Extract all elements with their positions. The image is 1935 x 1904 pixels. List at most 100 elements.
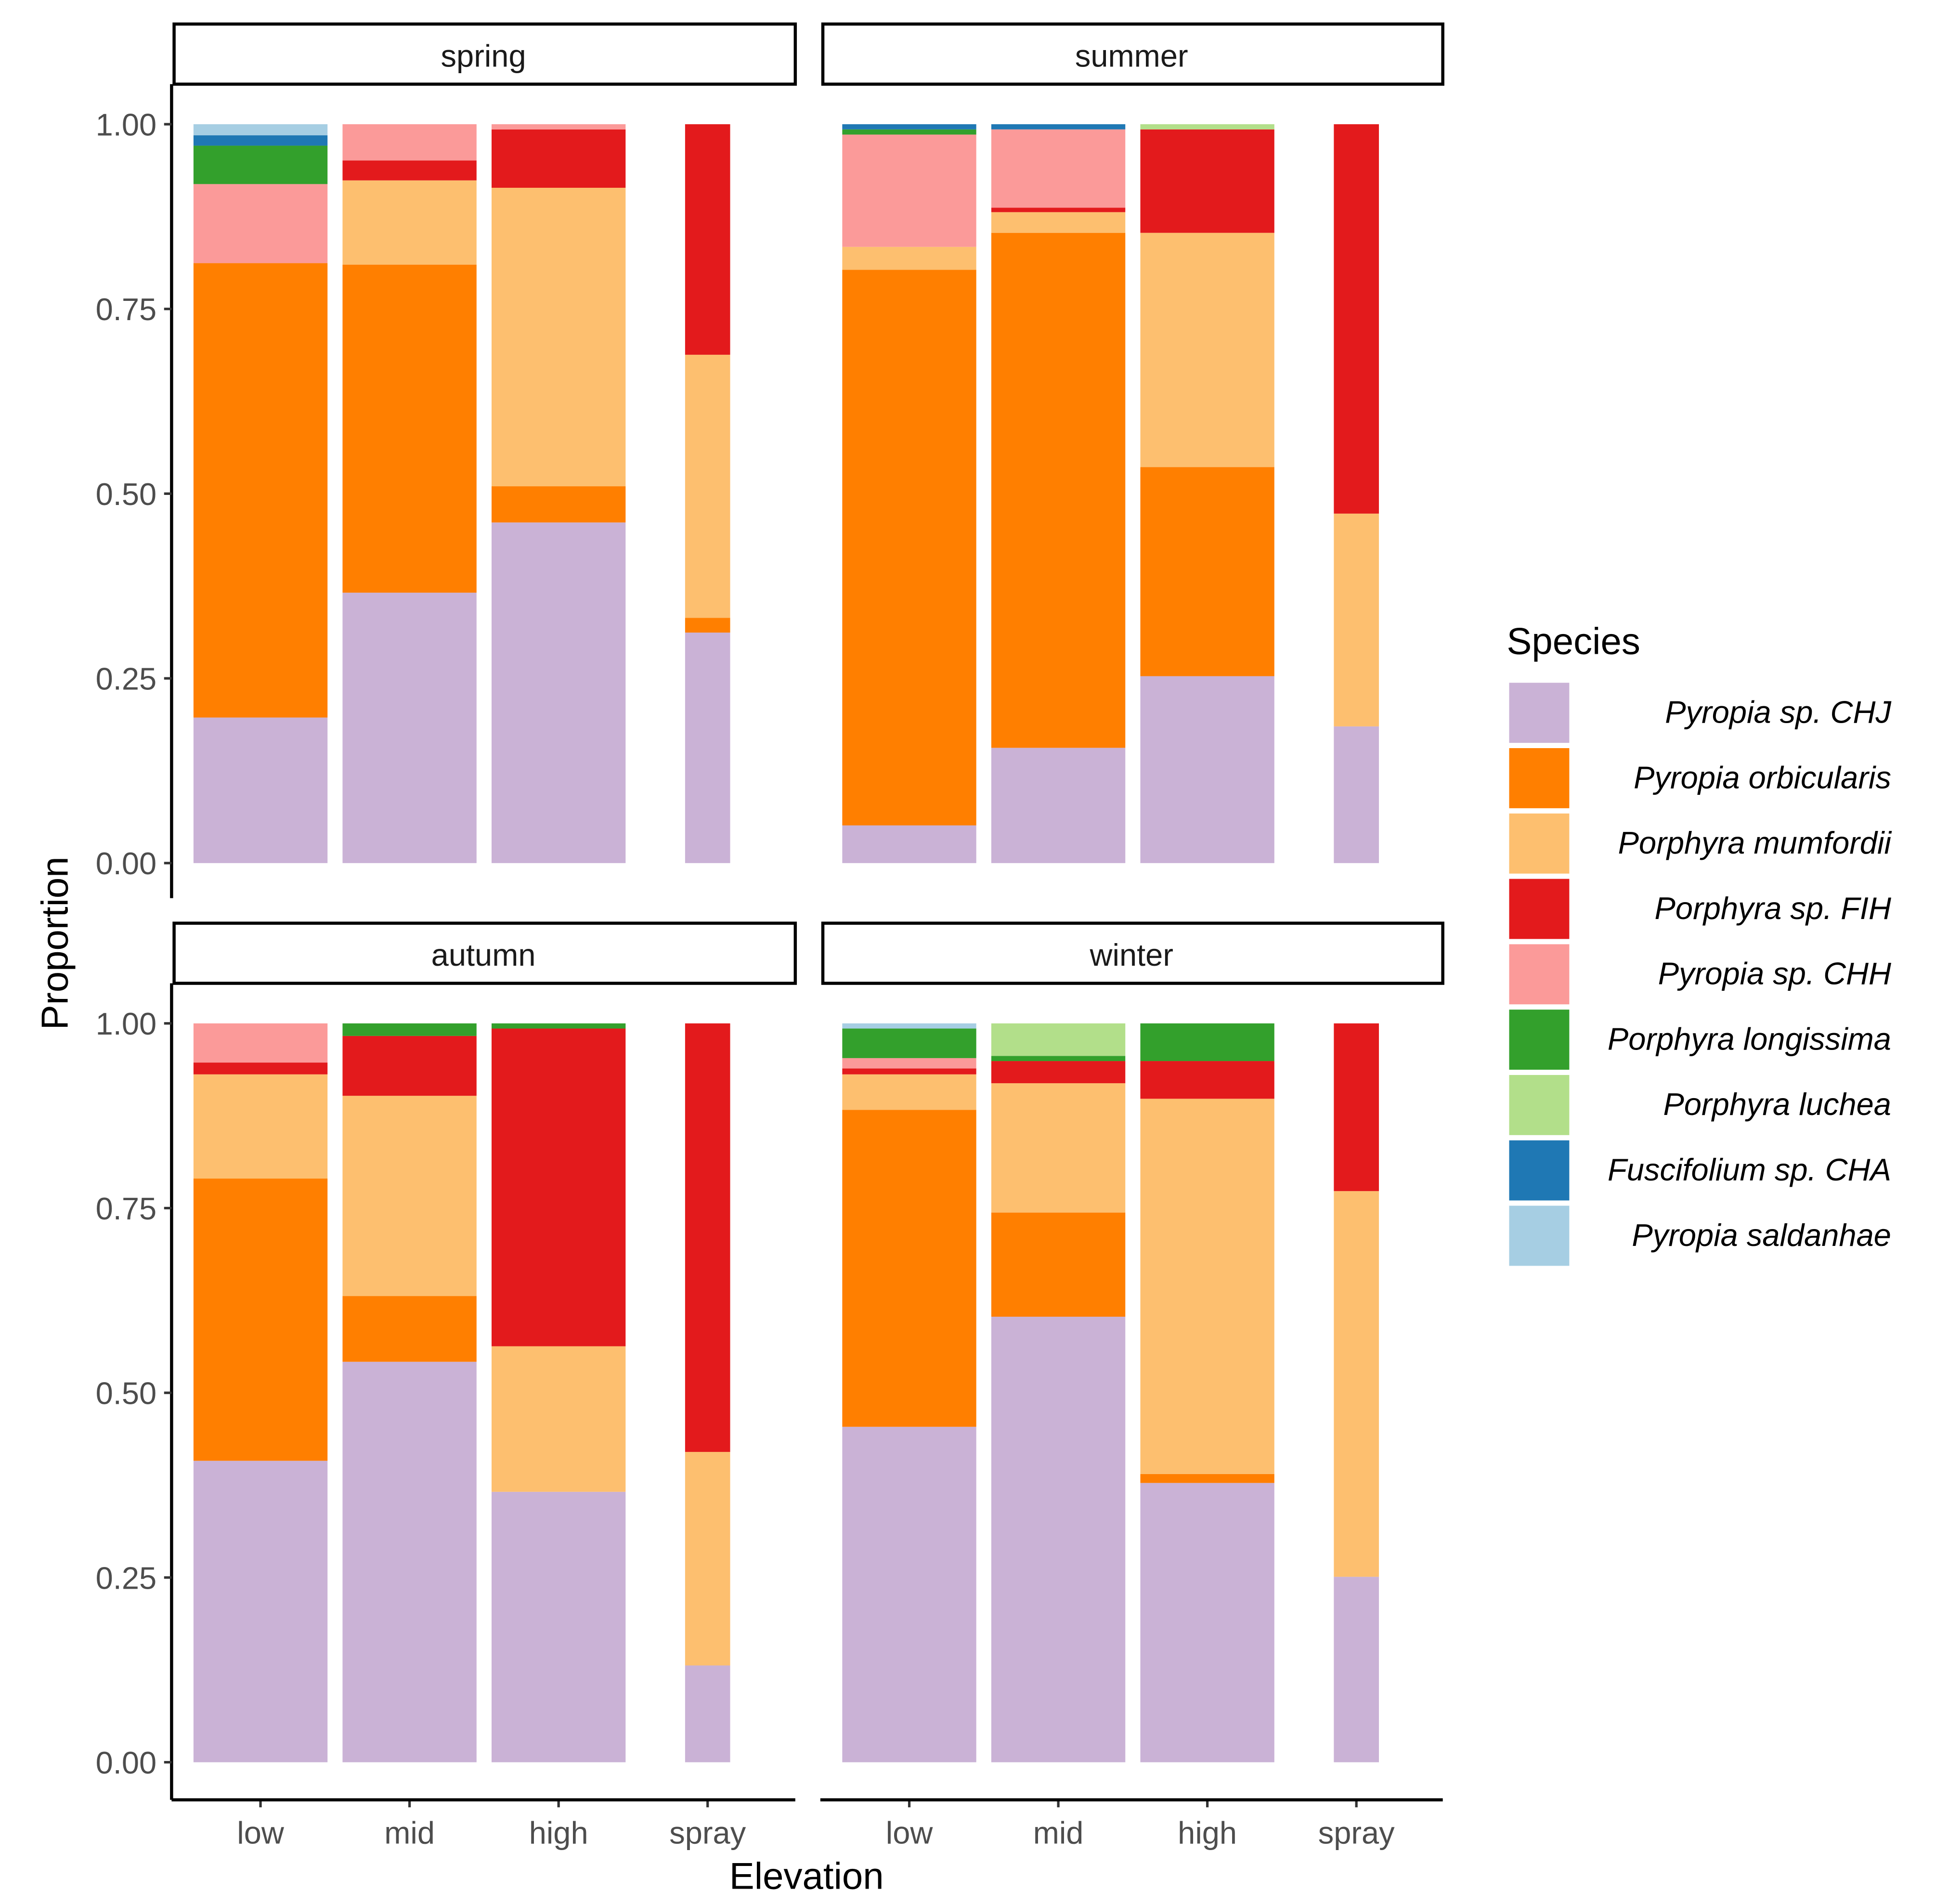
bar-segment-winter-low-1 [842,1110,976,1427]
bar-segment-autumn-low-2 [193,1074,328,1179]
bar-segment-autumn-mid-2 [342,1096,477,1296]
bar-segment-spring-low-1 [193,263,328,718]
facet-winter: winter low mid high spray [820,921,1444,1851]
bar-segment-summer-mid-4 [991,129,1126,208]
legend-item: Pyropia sp. CHH [1509,944,1892,1005]
x-tick-label: spray [1318,1815,1395,1851]
bar-segment-winter-spray-2 [1334,1191,1379,1577]
bar-segment-spring-mid-0 [342,593,477,863]
y-axis-title: Proportion [33,856,76,1030]
bar-segment-autumn-mid-0 [342,1361,477,1762]
legend-key [1509,1140,1570,1201]
facet-strip [172,22,797,86]
bar-segment-autumn-mid-1 [342,1296,477,1362]
legend-label: Porphyra longissima [1608,1021,1891,1056]
bar-segment-autumn-mid-5 [342,1023,477,1036]
legend-item: Pyropia orbicularis [1509,748,1891,808]
bar-segment-winter-mid-5 [991,1056,1126,1062]
legend-item: Pyropia saldanhae [1509,1205,1891,1266]
legend-label: Fuscifolium sp. CHA [1608,1152,1891,1187]
bar-segment-spring-low-8 [193,124,328,136]
bar-segment-spring-high-4 [492,124,626,130]
bar-segment-summer-high-0 [1140,676,1274,863]
bar-segment-autumn-mid-3 [342,1036,477,1096]
legend-label: Pyropia orbicularis [1634,760,1891,795]
bar-segment-autumn-low-1 [193,1179,328,1461]
facet-strip [821,22,1444,86]
x-tick-label: low [886,1815,934,1851]
bar-segment-spring-mid-3 [342,160,477,181]
bar-segment-winter-high-0 [1140,1483,1274,1762]
legend-item: Porphyra longissima [1509,1010,1891,1070]
y-tick-label: 1.00 [96,1006,157,1041]
bar-segment-summer-mid-1 [991,233,1126,748]
bar-segment-summer-mid-3 [991,207,1126,212]
bar-segment-winter-mid-3 [991,1061,1126,1084]
bar-segment-summer-low-7 [842,124,976,130]
bar-segment-autumn-high-0 [492,1491,626,1762]
facet-strip [821,921,1444,985]
y-tick-label: 0.00 [96,1745,157,1780]
facet-strip [172,921,797,985]
legend-item: Porphyra sp. FIH [1509,879,1892,939]
facet-spring: spring 0.00 0.25 0.50 0.75 1.00 [96,22,797,898]
legend-title: Species [1506,620,1640,662]
legend-key [1509,1010,1570,1070]
bar-segment-autumn-high-3 [492,1028,626,1347]
bar-segment-spring-high-3 [492,129,626,188]
y-tick-label: 0.75 [96,1191,157,1226]
bar-segment-spring-spray-2 [685,354,730,618]
legend-item: Fuscifolium sp. CHA [1509,1140,1891,1201]
facet-summer: summer [821,22,1444,863]
legend-label: Porphyra luchea [1663,1087,1891,1122]
bar-segment-spring-high-0 [492,522,626,863]
bar-segment-winter-high-2 [1140,1099,1274,1474]
legend-key [1509,1075,1570,1135]
bar-segment-winter-high-5 [1140,1023,1274,1062]
bar-segment-summer-spray-0 [1334,726,1379,863]
legend-key [1509,944,1570,1005]
legend-label: Pyropia sp. CHJ [1665,694,1892,729]
x-tick-label: mid [1033,1815,1084,1851]
y-tick-label: 0.50 [96,1376,157,1411]
bar-segment-autumn-spray-0 [685,1665,730,1762]
bar-segment-summer-mid-0 [991,748,1126,863]
y-tick-label: 0.50 [96,477,157,512]
x-tick-label: high [1178,1815,1237,1851]
legend: Species Pyropia sp. CHJ Pyropia orbicular… [1506,620,1892,1266]
legend-key [1509,748,1570,808]
bar-segment-summer-high-2 [1140,233,1274,467]
bar-segment-summer-mid-7 [991,124,1126,130]
legend-label: Pyropia saldanhae [1632,1218,1891,1253]
bar-segment-autumn-spray-2 [685,1451,730,1666]
bar-segment-winter-mid-0 [991,1317,1126,1762]
bar-segment-summer-low-2 [842,246,976,270]
bar-segment-autumn-low-4 [193,1023,328,1063]
bar-segment-summer-mid-2 [991,212,1126,233]
bar-segment-autumn-low-0 [193,1461,328,1762]
bar-segment-autumn-high-2 [492,1346,626,1492]
facet-label: winter [1090,937,1173,972]
bar-segment-winter-mid-6 [991,1023,1126,1056]
legend-label: Pyropia sp. CHH [1658,956,1892,991]
y-tick-label: 0.25 [96,1560,157,1595]
x-tick-label: low [237,1815,285,1851]
bar-segment-spring-low-7 [193,135,328,146]
x-tick-label: spray [669,1815,746,1851]
bar-segment-spring-high-1 [492,486,626,523]
bar-segment-winter-mid-2 [991,1083,1126,1213]
bar-segment-autumn-spray-3 [685,1023,730,1452]
bar-segment-autumn-high-5 [492,1023,626,1029]
x-axis-title: Elevation [729,1854,884,1897]
bar-segment-winter-low-2 [842,1074,976,1110]
legend-item: Porphyra luchea [1509,1075,1891,1135]
bar-segment-spring-low-4 [193,184,328,263]
bar-segment-winter-high-1 [1140,1474,1274,1483]
bar-segment-summer-low-1 [842,270,976,826]
bar-segment-winter-low-5 [842,1028,976,1058]
legend-item: Pyropia sp. CHJ [1509,683,1892,743]
legend-key [1509,813,1570,874]
bar-segment-winter-spray-0 [1334,1577,1379,1762]
facet-label: autumn [431,937,536,972]
